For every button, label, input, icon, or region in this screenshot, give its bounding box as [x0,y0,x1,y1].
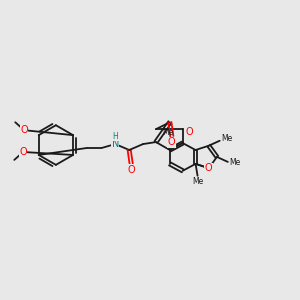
Text: O: O [128,165,135,175]
Text: O: O [168,137,176,147]
Text: O: O [20,125,28,135]
Text: H: H [112,132,118,141]
Text: Me: Me [221,134,232,143]
Text: Me: Me [162,128,173,137]
Text: N: N [112,139,119,149]
Text: O: O [205,163,213,173]
Text: Me: Me [229,158,240,167]
Text: O: O [20,147,27,157]
Text: Me: Me [192,177,203,186]
Text: O: O [186,127,194,137]
